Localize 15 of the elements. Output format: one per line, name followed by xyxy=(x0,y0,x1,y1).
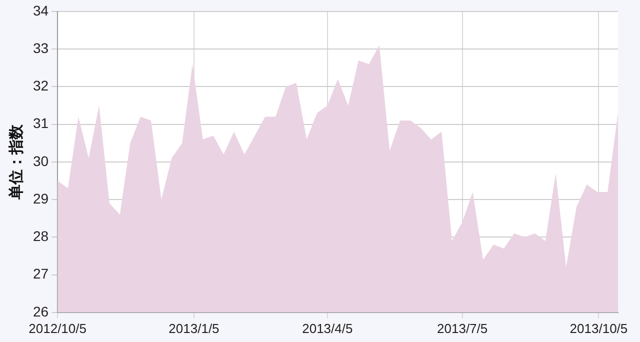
y-tick-label: 33 xyxy=(32,40,49,56)
y-tick-label: 31 xyxy=(32,115,49,132)
x-tick-label: 2013/10/5 xyxy=(570,320,628,336)
y-tick-label: 32 xyxy=(32,78,49,94)
y-tick-label: 29 xyxy=(32,190,49,206)
x-tick-label: 2013/4/5 xyxy=(302,320,353,336)
y-axis-title: 单位：指数 xyxy=(6,123,25,200)
x-tick-label: 2013/7/5 xyxy=(437,320,488,336)
x-tick-label: 2013/1/5 xyxy=(168,320,220,336)
y-tick-label: 30 xyxy=(32,152,49,169)
y-tick-label: 26 xyxy=(32,303,49,320)
y-tick-label: 27 xyxy=(32,266,49,282)
y-tick-label: 34 xyxy=(32,2,49,18)
x-tick-label: 2012/10/5 xyxy=(28,320,86,336)
y-tick-label: 28 xyxy=(32,228,49,244)
